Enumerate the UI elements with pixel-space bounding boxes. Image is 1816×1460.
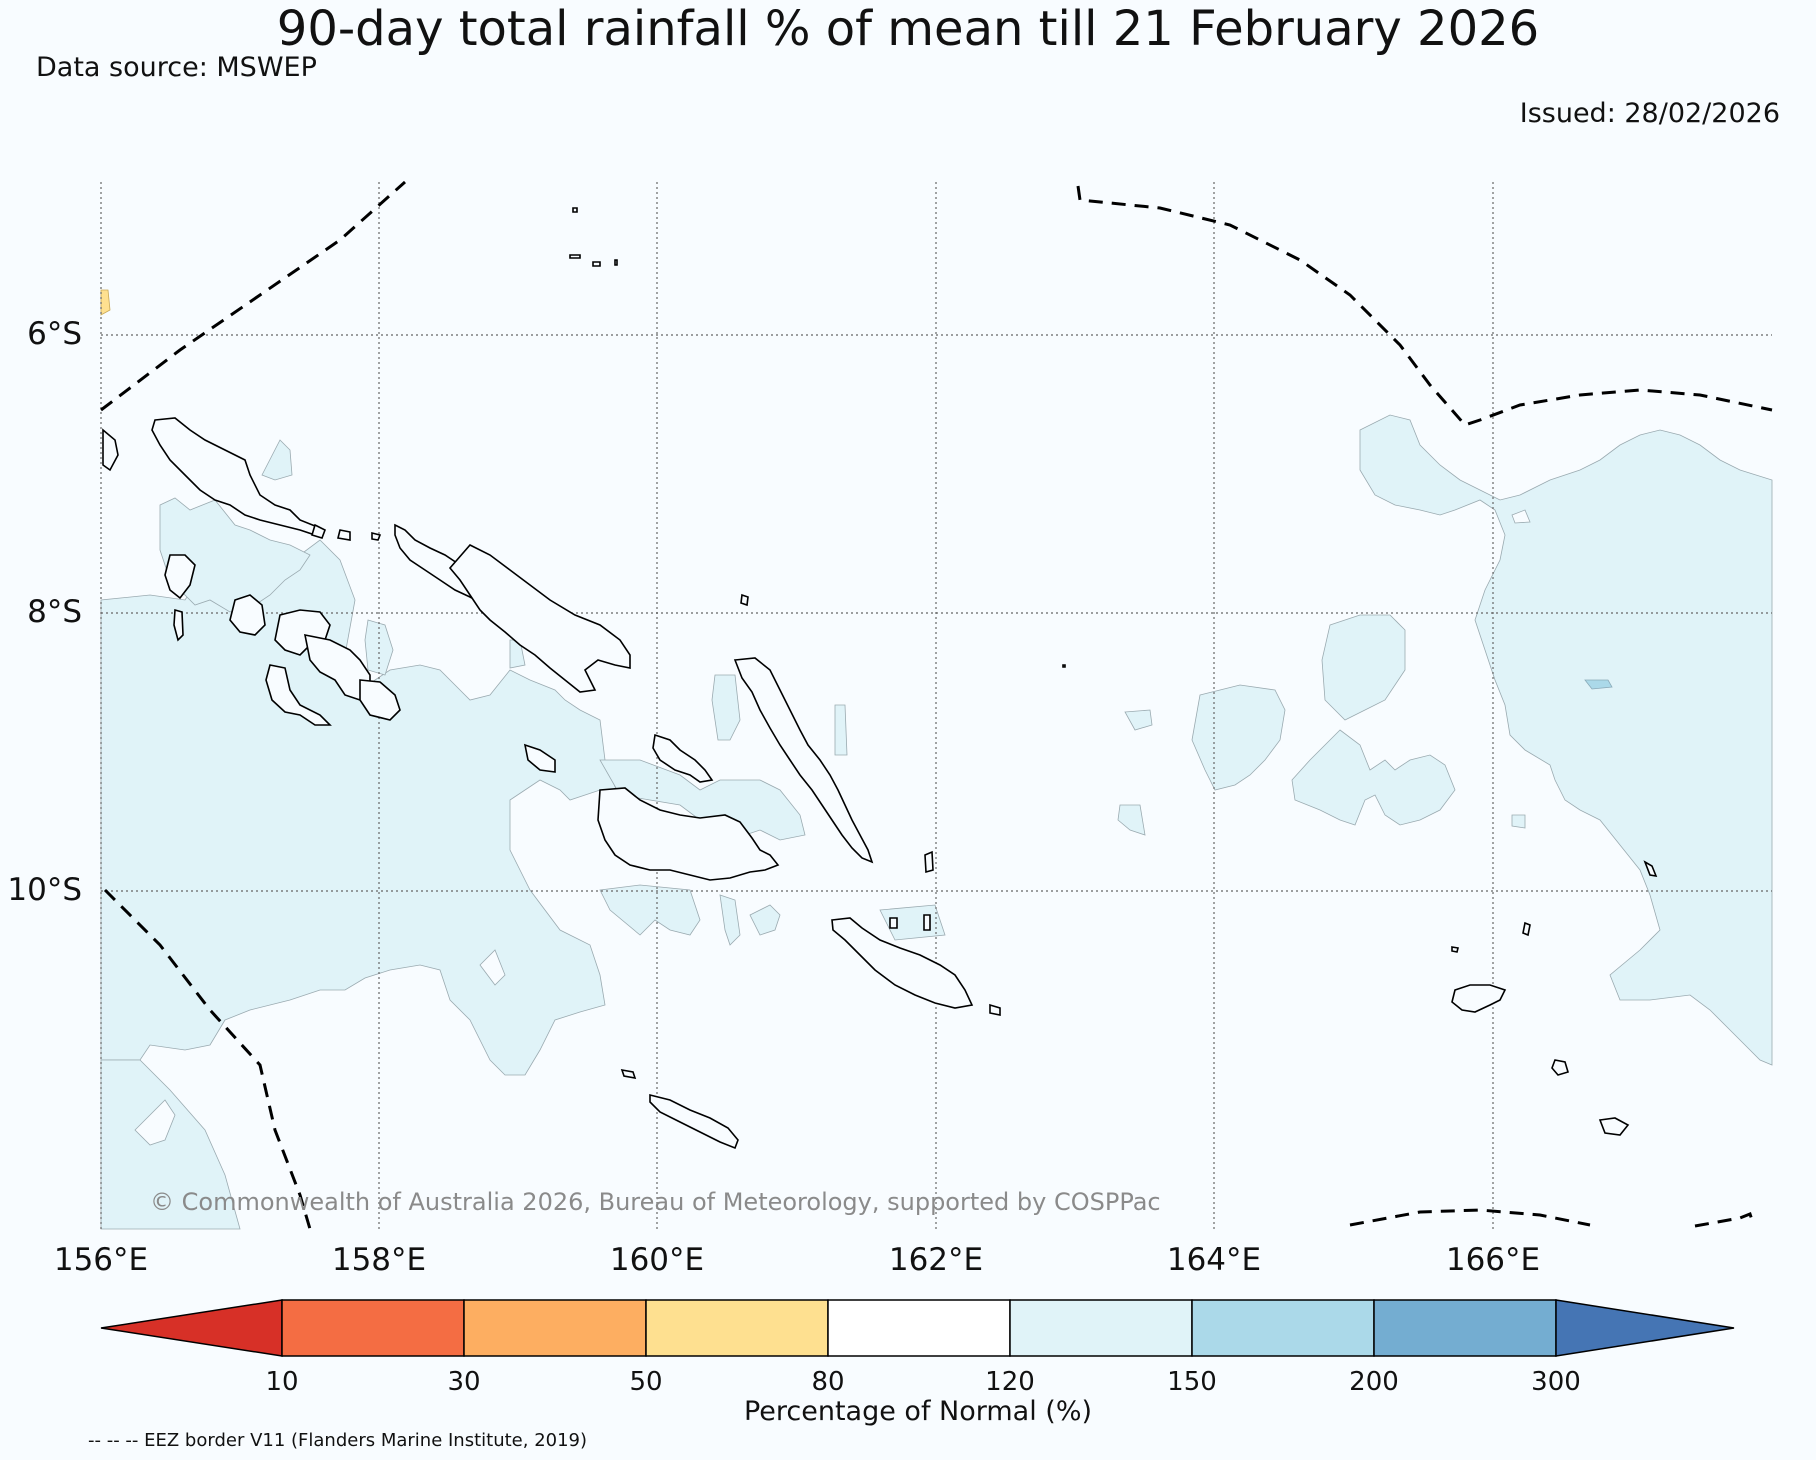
colorbar-segment-30-50 [463,1299,647,1357]
island-florida [652,733,714,783]
graticule [100,182,1772,1229]
copyright-notice: © Commonwealth of Australia 2026, Bureau… [150,1188,1161,1216]
island-rennell [649,1093,739,1150]
page-title: 90-day total rainfall % of mean till 21 … [276,1,1540,57]
colorbar-tick-150: 150 [1167,1367,1217,1397]
colorbar-segment-150-200 [1191,1299,1375,1357]
colorbar-segment-gt300 [1555,1299,1735,1357]
lat-label-8s: 8°S [27,594,82,630]
colorbar: 10 30 50 80 120 150 200 300 Percentage o… [100,1299,1735,1427]
lon-label-160e: 160°E [610,1242,704,1278]
island-santa-isabel [448,544,631,693]
colorbar-tick-10: 10 [265,1367,298,1397]
anomaly-regions-above-normal [100,414,1773,1230]
colorbar-segment-200-300 [1373,1299,1557,1357]
island-rendova [265,664,332,726]
colorbar-segment-80-120 [827,1299,1011,1357]
colorbar-tick-200: 200 [1349,1367,1399,1397]
normal-holes [134,509,1531,1146]
lon-label-156e: 156°E [54,1242,148,1278]
colorbar-segment-10-30 [281,1299,465,1357]
lon-label-164e: 164°E [1167,1242,1261,1278]
lon-label-166e: 166°E [1446,1242,1540,1278]
data-source-label: Data source: MSWEP [36,52,317,83]
island-malaita [733,657,874,864]
island-makira [831,917,974,1009]
island-vanikoro [1598,1117,1630,1136]
lat-label-10s: 10°S [7,872,82,908]
colorbar-segment-lt10 [100,1299,283,1357]
lat-label-6s: 6°S [27,316,82,352]
colorbar-tick-300: 300 [1531,1367,1581,1397]
island-guadalcanal [597,787,780,881]
colorbar-title: Percentage of Normal (%) [744,1396,1092,1427]
colorbar-tick-30: 30 [447,1367,480,1397]
island-outlines [102,207,1658,1150]
colorbar-tick-50: 50 [629,1367,662,1397]
lon-label-158e: 158°E [332,1242,426,1278]
eez-borders [100,180,1773,1230]
colorbar-tick-120: 120 [985,1367,1035,1397]
island-kolombangara [229,594,266,636]
colorbar-segment-120-150 [1009,1299,1193,1357]
eez-border-note: -- -- -- EEZ border V11 (Flanders Marine… [88,1430,587,1451]
issued-date-label: Issued: 28/02/2026 [1519,98,1780,129]
island-santa-cruz [1451,984,1507,1013]
anomaly-region-wet [1584,679,1613,690]
lon-label-162e: 162°E [889,1242,983,1278]
colorbar-tick-80: 80 [811,1367,844,1397]
colorbar-segment-50-80 [645,1299,829,1357]
